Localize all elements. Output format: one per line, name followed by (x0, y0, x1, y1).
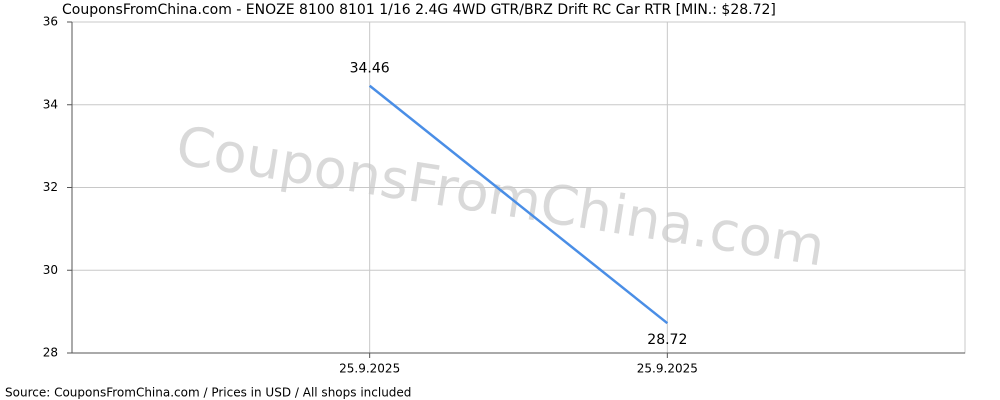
data-label: 28.72 (647, 332, 687, 348)
source-note: Source: CouponsFromChina.com / Prices in… (5, 386, 411, 400)
y-tick-label: 34 (43, 97, 58, 111)
price-line (368, 84, 669, 325)
data-label: 34.46 (350, 61, 390, 77)
y-tick-label: 30 (43, 263, 58, 277)
y-tick-label: 36 (43, 15, 58, 29)
y-tick-label: 28 (43, 346, 58, 360)
y-tick-label: 32 (43, 180, 58, 194)
x-tick-label: 25.9.2025 (339, 362, 400, 376)
x-tick-label: 25.9.2025 (637, 362, 698, 376)
chart-title: CouponsFromChina.com - ENOZE 8100 8101 1… (62, 2, 776, 18)
